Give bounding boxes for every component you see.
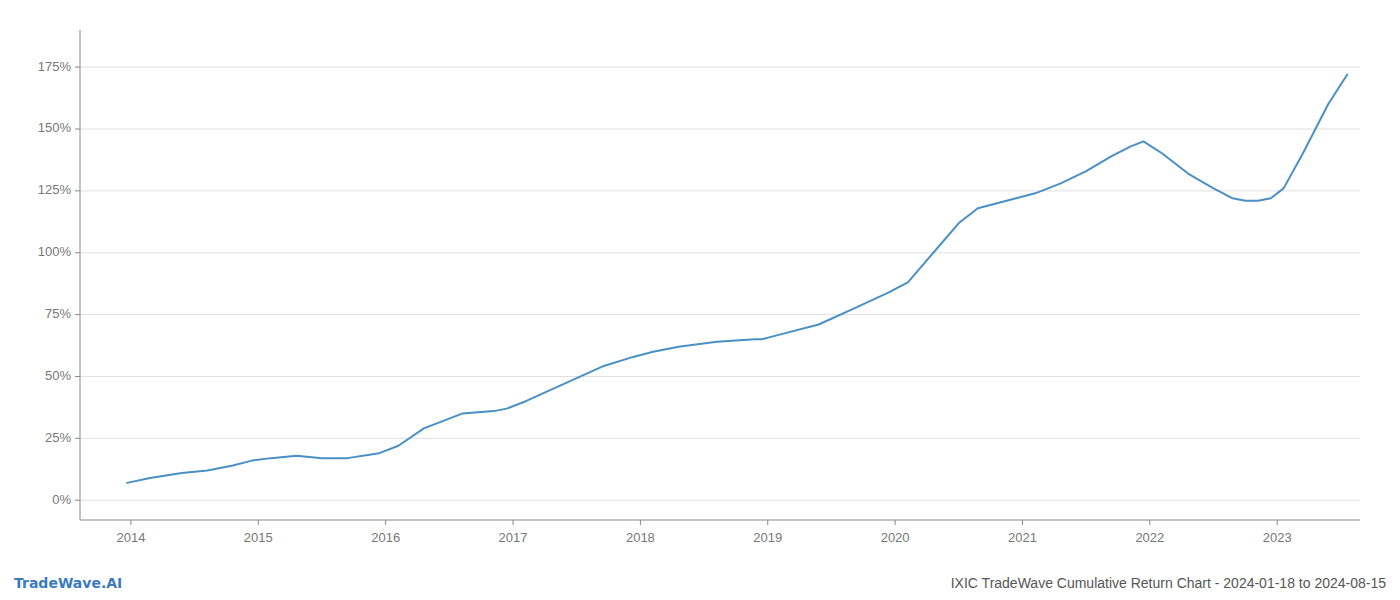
grid-line xyxy=(80,438,1360,439)
y-axis-line xyxy=(80,30,81,520)
grid-line xyxy=(80,252,1360,253)
x-tick xyxy=(513,520,514,525)
x-tick xyxy=(258,520,259,525)
x-tick-label: 2018 xyxy=(626,530,655,545)
x-tick-label: 2015 xyxy=(244,530,273,545)
y-tick xyxy=(75,314,80,315)
watermark: TradeWave.AI xyxy=(14,575,122,591)
y-tick xyxy=(75,500,80,501)
x-tick xyxy=(1277,520,1278,525)
background xyxy=(0,0,1400,600)
chart: 0%25%50%75%100%125%150%175%2014201520162… xyxy=(0,0,1400,600)
grid-line xyxy=(80,500,1360,501)
x-tick-label: 2014 xyxy=(116,530,145,545)
y-tick-label: 100% xyxy=(38,244,72,259)
x-tick xyxy=(1149,520,1150,525)
x-tick xyxy=(385,520,386,525)
x-tick xyxy=(767,520,768,525)
x-tick xyxy=(1022,520,1023,525)
x-tick-label: 2016 xyxy=(371,530,400,545)
y-tick-label: 0% xyxy=(52,492,71,507)
y-tick-labels: 0% 25% 50% 75% 100% 125% 150% 175% xyxy=(38,59,80,507)
x-tick-label: 2019 xyxy=(753,530,782,545)
grid-line xyxy=(80,67,1360,68)
title: IXIC TradeWave Cumulative Return Chart -… xyxy=(951,575,1386,591)
y-tick-label: 50% xyxy=(45,368,71,383)
y-tick xyxy=(75,67,80,68)
y-tick-label: 125% xyxy=(38,182,72,197)
plot-area xyxy=(127,75,1347,483)
y-tick xyxy=(75,438,80,439)
grid-line xyxy=(80,376,1360,377)
x-tick xyxy=(640,520,641,525)
grid-line xyxy=(80,314,1360,315)
x-tick-label: 2017 xyxy=(499,530,528,545)
y-tick xyxy=(75,128,80,129)
x-tick xyxy=(895,520,896,525)
y-tick-label: 25% xyxy=(45,430,71,445)
y-tick xyxy=(75,252,80,253)
grid-line xyxy=(80,190,1360,191)
x-tick-label: 2022 xyxy=(1135,530,1164,545)
y-tick-label: 150% xyxy=(38,120,72,135)
x-axis-line xyxy=(80,520,1360,521)
x-tick-label: 2023 xyxy=(1263,530,1292,545)
y-tick-label: 175% xyxy=(38,59,72,74)
y-tick xyxy=(75,190,80,191)
y-tick xyxy=(75,376,80,377)
y-grid xyxy=(80,67,1360,500)
x-tick-label: 2021 xyxy=(1008,530,1037,545)
x-tick xyxy=(130,520,131,525)
y-tick-label: 75% xyxy=(45,306,71,321)
data-line xyxy=(127,75,1347,483)
x-tick-label: 2020 xyxy=(881,530,910,545)
x-tick-labels: 2014 2015 2016 2017 2018 2019 2020 2021 2022 2023 xyxy=(116,520,1291,545)
grid-line xyxy=(80,128,1360,129)
